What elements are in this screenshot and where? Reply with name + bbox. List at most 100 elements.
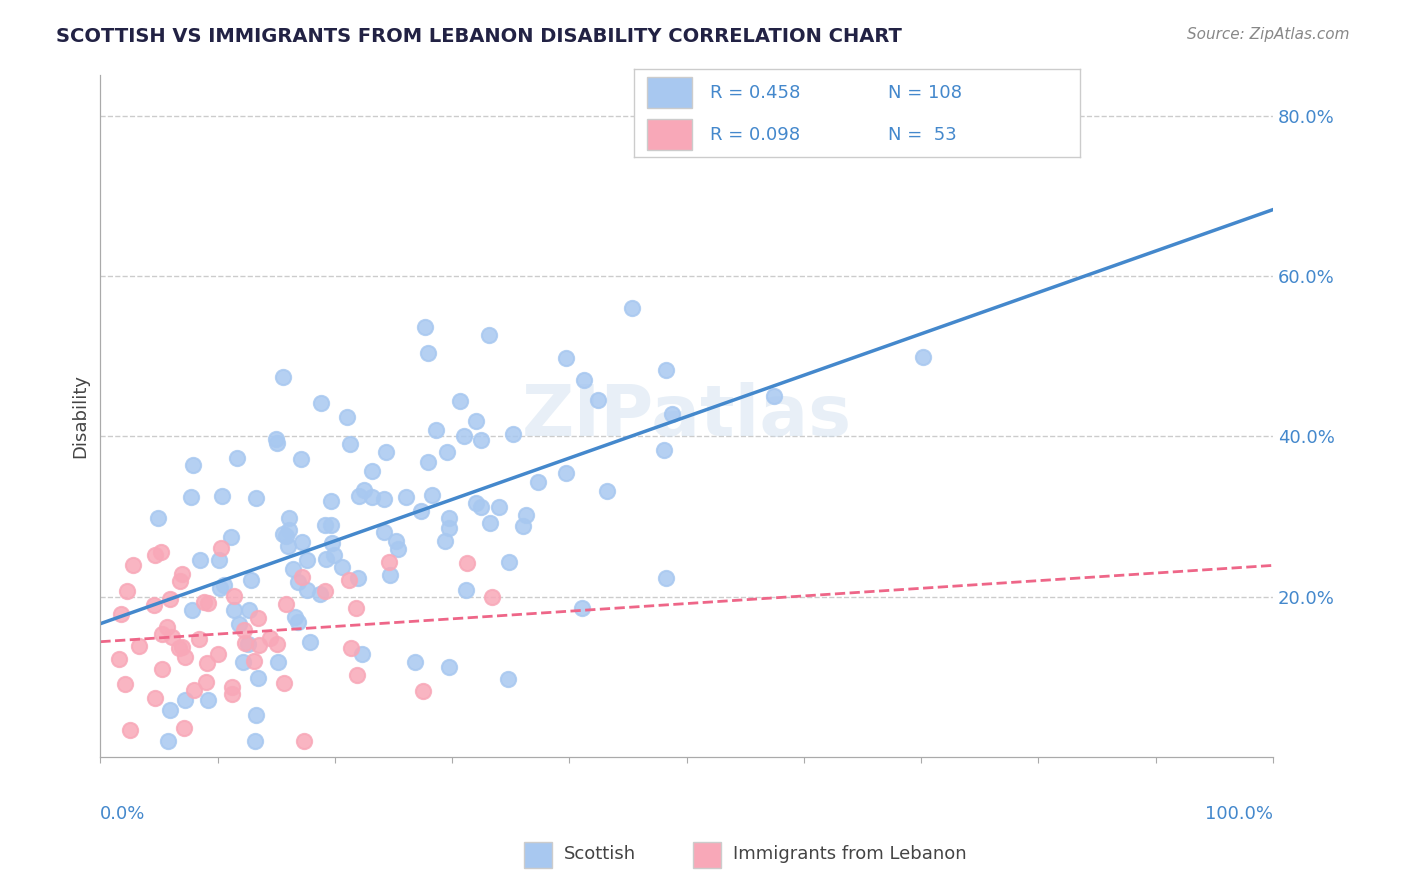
Point: [121, 558, 143, 572]
Point: [170, 567, 193, 582]
Text: 0.0%: 0.0%: [100, 805, 146, 823]
Point: [572, 373, 595, 387]
Point: [259, 631, 281, 645]
Point: [515, 508, 537, 523]
Point: [264, 432, 287, 446]
Point: [404, 655, 426, 669]
Point: [762, 389, 785, 403]
Point: [291, 570, 314, 584]
Point: [654, 363, 676, 377]
Point: [245, 708, 267, 723]
Point: [291, 535, 314, 549]
Point: [315, 552, 337, 566]
Point: [283, 562, 305, 576]
Point: [209, 541, 232, 556]
Point: [418, 455, 440, 469]
Point: [108, 652, 131, 666]
Point: [232, 655, 254, 669]
Point: [114, 677, 136, 691]
Point: [454, 582, 477, 597]
Point: [159, 704, 181, 718]
Point: [287, 574, 309, 589]
Text: 100.0%: 100.0%: [1205, 805, 1272, 823]
Point: [654, 571, 676, 585]
Point: [224, 603, 246, 617]
Point: [308, 587, 330, 601]
Point: [481, 591, 503, 605]
Point: [155, 620, 177, 634]
Point: [233, 623, 256, 637]
Point: [188, 632, 211, 647]
Point: [488, 500, 510, 514]
Point: [378, 555, 401, 569]
Point: [360, 490, 382, 504]
Point: [621, 301, 644, 316]
Point: [235, 635, 257, 649]
Point: [478, 328, 501, 343]
Point: [266, 436, 288, 450]
Point: [180, 490, 202, 504]
Text: Source: ZipAtlas.com: Source: ZipAtlas.com: [1187, 27, 1350, 42]
Point: [464, 414, 486, 428]
Point: [239, 574, 262, 588]
Point: [193, 595, 215, 609]
Point: [422, 488, 444, 502]
Point: [314, 517, 336, 532]
Point: [287, 615, 309, 630]
Point: [110, 607, 132, 622]
Point: [437, 521, 460, 535]
Point: [228, 617, 250, 632]
Point: [197, 693, 219, 707]
Point: [169, 574, 191, 589]
Point: [434, 534, 457, 549]
Point: [347, 489, 370, 503]
Point: [337, 574, 360, 588]
Point: [247, 638, 270, 652]
Point: [373, 525, 395, 540]
Point: [128, 639, 150, 653]
Point: [439, 511, 461, 525]
FancyBboxPatch shape: [693, 842, 721, 868]
Point: [554, 467, 576, 481]
Point: [274, 597, 297, 611]
Point: [170, 640, 193, 655]
Text: SCOTTISH VS IMMIGRANTS FROM LEBANON DISABILITY CORRELATION CHART: SCOTTISH VS IMMIGRANTS FROM LEBANON DISA…: [56, 27, 903, 45]
Point: [332, 560, 354, 574]
Point: [267, 655, 290, 669]
Point: [115, 584, 138, 599]
Point: [512, 518, 534, 533]
Point: [295, 553, 318, 567]
Point: [157, 734, 180, 748]
Point: [465, 496, 488, 510]
Point: [554, 351, 576, 365]
Point: [323, 548, 346, 562]
Point: [236, 637, 259, 651]
Point: [211, 489, 233, 503]
Point: [437, 660, 460, 674]
Point: [273, 676, 295, 690]
Point: [361, 464, 384, 478]
Point: [449, 394, 471, 409]
Point: [527, 475, 550, 489]
Point: [297, 582, 319, 597]
Point: [344, 600, 367, 615]
Point: [311, 396, 333, 410]
Point: [143, 548, 166, 562]
Point: [470, 500, 492, 515]
Point: [350, 647, 373, 661]
Point: [353, 483, 375, 498]
Text: Scottish: Scottish: [564, 845, 636, 863]
Point: [174, 649, 197, 664]
Point: [395, 491, 418, 505]
Point: [195, 656, 218, 670]
Point: [346, 571, 368, 585]
Point: [150, 662, 173, 676]
Point: [146, 511, 169, 525]
Point: [298, 635, 321, 649]
Point: [245, 491, 267, 505]
Text: Immigrants from Lebanon: Immigrants from Lebanon: [733, 845, 966, 863]
Point: [498, 554, 520, 568]
Point: [456, 557, 478, 571]
Point: [436, 445, 458, 459]
Point: [271, 527, 294, 541]
